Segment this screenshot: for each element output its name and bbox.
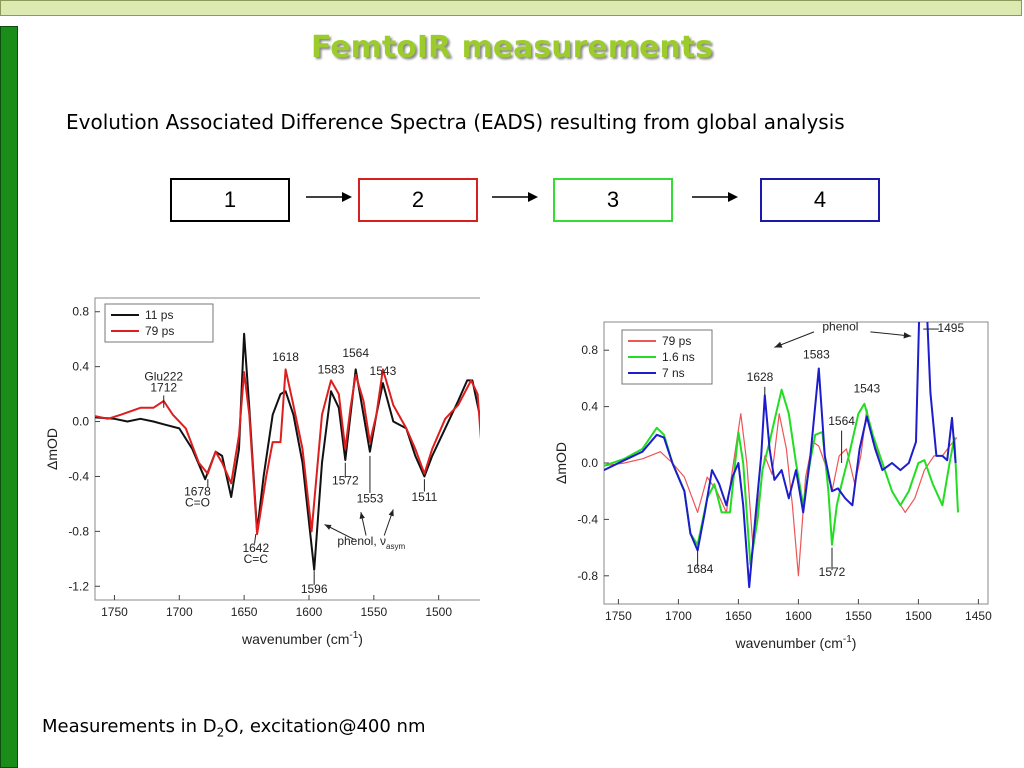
x-tick-label: 1750 bbox=[101, 605, 128, 619]
phenol-arrow-3-head bbox=[388, 509, 394, 517]
left-accent-bar bbox=[0, 26, 18, 768]
x-tick-label: 1600 bbox=[785, 609, 812, 623]
series-group bbox=[604, 322, 959, 589]
arrow-1-to-2 bbox=[306, 192, 352, 202]
x-tick-label: 1700 bbox=[166, 605, 193, 619]
y-tick-label: 0.0 bbox=[72, 415, 89, 429]
peak-annotation: 1553 bbox=[357, 492, 384, 506]
footer-prefix: Measurements in D bbox=[42, 716, 217, 737]
footer-subscript: 2 bbox=[216, 725, 225, 740]
y-tick-label: 0.8 bbox=[72, 305, 89, 319]
arrow-3-to-4 bbox=[692, 192, 738, 202]
x-tick-label: 1500 bbox=[425, 605, 452, 619]
peak-annotation: 1564 bbox=[342, 346, 369, 360]
x-tick-label: 1700 bbox=[665, 609, 692, 623]
right-eads-chart: 0.8 0.4 0.0 -0.4 -0.8 1750 1700 1650 1600 1550 150… bbox=[553, 319, 992, 651]
phenol-arrow-right-head bbox=[903, 332, 912, 339]
series-group bbox=[95, 332, 480, 571]
x-axis-label-sup: -1 bbox=[843, 634, 852, 645]
x-tick-label: 1550 bbox=[360, 605, 387, 619]
y-tick-label: 0.8 bbox=[581, 343, 598, 357]
peak-annotation: 1564 bbox=[828, 414, 855, 428]
y-tick-label: -1.2 bbox=[68, 579, 89, 593]
plot-frame bbox=[94, 297, 480, 601]
peak-annotation: phenol bbox=[822, 319, 858, 333]
x-tick-label: 1450 bbox=[965, 609, 992, 623]
x-axis-label: wavenumber (cm-1) bbox=[735, 634, 857, 651]
x-axis-label-close: ) bbox=[852, 635, 857, 651]
peak-annotation: C=C bbox=[244, 552, 269, 566]
footer-suffix: O, excitation@400 nm bbox=[224, 716, 426, 737]
x-axis-label-close: ) bbox=[358, 631, 363, 647]
legend-label: 1.6 ns bbox=[662, 350, 695, 364]
y-tick-label: -0.4 bbox=[577, 512, 598, 526]
phenol-arrow-left-head bbox=[774, 341, 783, 348]
legend-label: 11 ps bbox=[145, 308, 173, 322]
top-band bbox=[0, 0, 1022, 16]
y-tick-label: -0.8 bbox=[68, 524, 89, 538]
legend-label: 79 ps bbox=[662, 334, 691, 348]
arrow-2-to-3 bbox=[492, 192, 538, 202]
peak-annotation: 1642 bbox=[242, 541, 269, 555]
y-axis-label: ΔmOD bbox=[553, 442, 569, 484]
peak-annotation: 1572 bbox=[819, 565, 846, 579]
legend-label: 7 ns bbox=[662, 366, 685, 380]
y-tick-label: -0.8 bbox=[577, 569, 598, 583]
x-tick-label: 1650 bbox=[231, 605, 258, 619]
peak-annotation: Glu222 bbox=[144, 369, 183, 383]
x-axis-label: wavenumber (cm-1) bbox=[241, 630, 363, 647]
y-tick-label: -0.4 bbox=[68, 469, 89, 483]
x-axis-label-sup: -1 bbox=[349, 630, 358, 641]
stage-box-1: 1 bbox=[170, 178, 290, 222]
peak-annotation: 1618 bbox=[272, 350, 299, 364]
peak-annotation: C=O bbox=[185, 496, 210, 510]
x-tick-label: 1550 bbox=[845, 609, 872, 623]
peak-annotation: 1583 bbox=[803, 348, 830, 362]
peak-annotation: 1495 bbox=[937, 321, 964, 335]
y-axis-label: ΔmOD bbox=[44, 428, 60, 470]
left-eads-chart: 0.8 0.4 0.0 -0.4 -0.8 -1.2 1750 1700 1650 1600 155… bbox=[44, 297, 480, 647]
y-tick-label: 0.4 bbox=[72, 360, 89, 374]
legend-box bbox=[104, 303, 214, 343]
slide-title: FemtoIR measurements bbox=[311, 30, 713, 65]
slide-subtitle: Evolution Associated Difference Spectra … bbox=[66, 110, 845, 134]
footer-note: Measurements in D2O, excitation@400 nm bbox=[42, 716, 426, 740]
peak-annotation: 1596 bbox=[301, 582, 328, 596]
series-line-1-6-ns bbox=[604, 388, 959, 566]
stage-box-3: 3 bbox=[553, 178, 673, 222]
legend-label: 79 ps bbox=[145, 324, 174, 338]
x-tick-label: 1600 bbox=[296, 605, 323, 619]
peak-annotation: 1511 bbox=[412, 490, 438, 504]
peak-annotation-sub: asym bbox=[386, 542, 405, 551]
x-tick-label: 1500 bbox=[905, 609, 932, 623]
x-tick-label: 1650 bbox=[725, 609, 752, 623]
peak-annotation: 1684 bbox=[687, 562, 714, 576]
peak-annotation: 1678 bbox=[184, 485, 211, 499]
peak-annotation: 1543 bbox=[853, 382, 880, 396]
peak-annotation: 1543 bbox=[370, 364, 397, 378]
phenol-arrow-2-head bbox=[359, 512, 365, 520]
peak-annotation: 1572 bbox=[332, 474, 359, 488]
leader-1642 bbox=[254, 534, 257, 544]
phenol-arrow-1-head bbox=[324, 524, 332, 530]
series-line-79-ps bbox=[95, 368, 480, 536]
peak-annotation: 1628 bbox=[747, 370, 774, 384]
x-tick-label: 1750 bbox=[605, 609, 632, 623]
series-line-11-ps bbox=[95, 332, 480, 571]
stage-box-4: 4 bbox=[760, 178, 880, 222]
stage-box-2: 2 bbox=[358, 178, 478, 222]
y-tick-label: 0.0 bbox=[581, 456, 598, 470]
peak-annotation: 1583 bbox=[318, 363, 345, 377]
peak-annotation: 1712 bbox=[150, 380, 177, 394]
y-tick-label: 0.4 bbox=[581, 400, 598, 414]
